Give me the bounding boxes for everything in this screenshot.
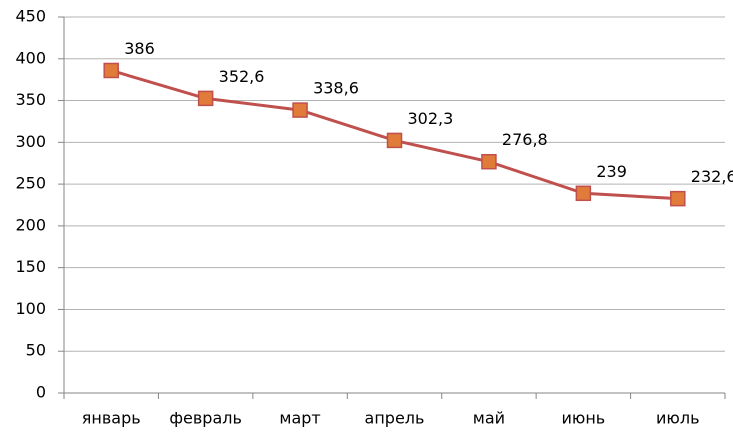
value-label: 386 (124, 39, 155, 58)
value-label: 352,6 (219, 67, 265, 86)
x-tick-label: март (279, 409, 320, 428)
value-label: 302,3 (408, 109, 454, 128)
x-tick-label: июнь (561, 409, 605, 428)
y-tick-label: 0 (36, 383, 46, 402)
marker (197, 90, 214, 107)
x-tick-label: май (473, 409, 505, 428)
y-tick-label: 300 (15, 132, 46, 151)
marker (386, 132, 403, 149)
value-label: 239 (596, 162, 627, 181)
marker (481, 153, 497, 170)
marker (575, 185, 592, 202)
x-tick-label: февраль (169, 409, 242, 428)
y-tick-label: 400 (15, 48, 46, 67)
y-tick-label: 450 (15, 7, 46, 26)
y-tick-label: 350 (15, 90, 46, 109)
x-tick-label: январь (82, 409, 141, 428)
y-tick-label: 100 (15, 299, 46, 318)
marker (670, 190, 686, 207)
y-tick-label: 250 (15, 174, 46, 193)
value-label: 232,6 (691, 167, 733, 186)
marker (292, 102, 308, 118)
value-label: 276,8 (502, 130, 548, 149)
marker (103, 62, 119, 79)
value-label: 338,6 (313, 79, 359, 98)
x-tick-label: апрель (365, 409, 425, 428)
y-tick-label: 200 (15, 215, 46, 234)
y-tick-label: 50 (26, 341, 46, 360)
x-tick-label: июль (656, 409, 700, 428)
y-tick-label: 150 (15, 257, 46, 276)
